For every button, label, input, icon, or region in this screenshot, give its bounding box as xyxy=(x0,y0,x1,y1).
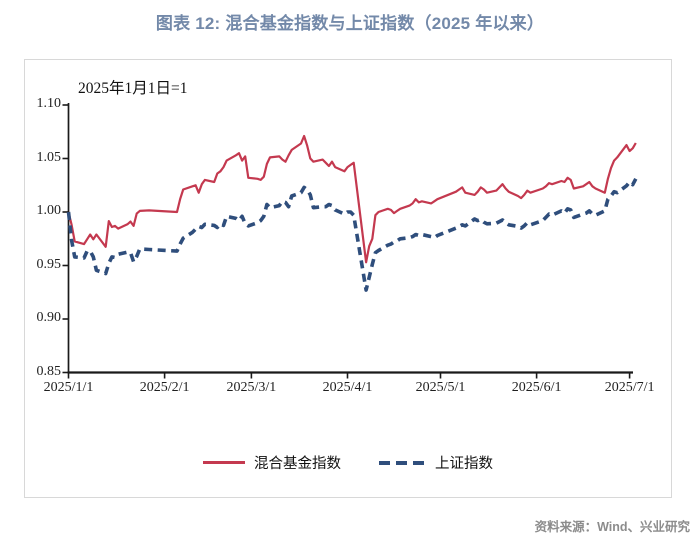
y-tick-label: 0.90 xyxy=(36,310,62,325)
y-tick-label: 1.10 xyxy=(36,96,62,111)
legend-item-fund-index: 混合基金指数 xyxy=(203,452,341,473)
solid-line-swatch-icon xyxy=(203,461,245,464)
x-tick-label: 2025/7/1 xyxy=(604,380,655,395)
legend-label-sse-index: 上证指数 xyxy=(435,456,493,472)
x-tick-label: 2025/3/1 xyxy=(226,380,277,395)
source-note: 资料来源：Wind、兴业研究 xyxy=(534,520,690,534)
x-tick-label: 2025/6/1 xyxy=(511,380,562,395)
y-tick-label: 0.85 xyxy=(36,363,62,379)
legend: 混合基金指数 上证指数 xyxy=(24,452,672,473)
x-tick-label: 2025/2/1 xyxy=(139,380,190,395)
base-date-annotation: 2025年1月1日=1 xyxy=(78,80,188,97)
y-tick-label: 1.00 xyxy=(36,203,62,218)
y-tick-label: 1.05 xyxy=(36,149,62,165)
legend-label-fund-index: 混合基金指数 xyxy=(254,456,341,472)
y-tick-label: 0.95 xyxy=(36,256,62,272)
dashed-line-swatch-icon xyxy=(379,460,426,465)
x-tick-label: 2025/5/1 xyxy=(415,380,466,395)
x-tick-label: 2025/4/1 xyxy=(322,380,373,395)
chart-frame xyxy=(24,59,672,498)
x-tick-label: 2025/1/1 xyxy=(43,380,94,395)
legend-item-sse-index: 上证指数 xyxy=(379,452,493,473)
figure-title: 图表 12: 混合基金指数与上证指数（2025 年以来） xyxy=(155,14,545,33)
